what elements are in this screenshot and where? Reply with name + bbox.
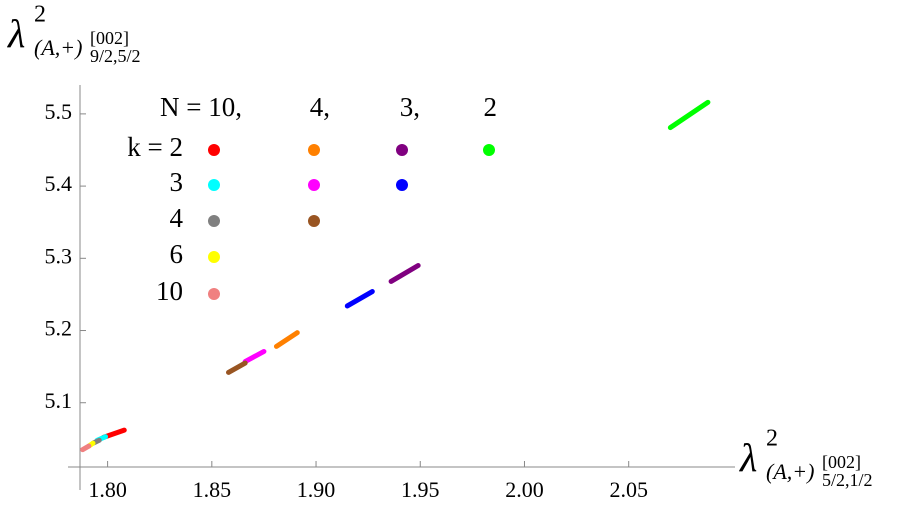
legend-marker bbox=[308, 144, 320, 156]
axis-label-sup: 2 bbox=[34, 2, 46, 28]
line-segment bbox=[80, 443, 92, 453]
axis-label-subsup: [002] bbox=[822, 452, 861, 472]
axis-label-subsub: 5/2,1/2 bbox=[822, 470, 873, 490]
legend-marker bbox=[483, 144, 495, 156]
axis-label-sup: 2 bbox=[766, 426, 778, 452]
axis-label-base: λ bbox=[7, 11, 25, 56]
axis-label-sub: (A,+) bbox=[34, 35, 82, 60]
line-segment bbox=[273, 330, 300, 349]
legend-marker bbox=[208, 144, 220, 156]
legend-row-label: 4 bbox=[170, 203, 184, 233]
x-tick-label: 1.80 bbox=[88, 477, 127, 502]
y-tick-label: 5.2 bbox=[45, 316, 73, 341]
axis-label-subsub: 9/2,5/2 bbox=[90, 46, 141, 66]
x-tick-label: 2.05 bbox=[609, 477, 648, 502]
axis-label-subsup: [002] bbox=[90, 28, 129, 48]
legend-row-label: k = 2 bbox=[127, 132, 183, 162]
axis-label-sub: (A,+) bbox=[766, 459, 814, 484]
line-segment bbox=[667, 99, 711, 131]
line-segment bbox=[344, 289, 375, 309]
legend-row-label: 10 bbox=[156, 276, 183, 306]
axis-label-base: λ bbox=[739, 435, 757, 480]
legend-column-label: 2 bbox=[484, 92, 498, 122]
legend-marker bbox=[208, 179, 220, 191]
x-tick-label: 1.90 bbox=[297, 477, 336, 502]
legend-marker bbox=[396, 179, 408, 191]
line-segment bbox=[242, 348, 267, 365]
legend-marker bbox=[308, 215, 320, 227]
legend-marker bbox=[208, 215, 220, 227]
y-tick-label: 5.3 bbox=[45, 243, 73, 268]
y-tick-label: 5.4 bbox=[45, 171, 73, 196]
legend-marker bbox=[396, 144, 408, 156]
x-tick-label: 1.95 bbox=[401, 477, 440, 502]
legend-marker bbox=[208, 251, 220, 263]
legend-marker bbox=[308, 179, 320, 191]
legend-row-label: 6 bbox=[170, 239, 184, 269]
legend-column-label: 4, bbox=[310, 92, 330, 122]
legend-row-label: 3 bbox=[170, 167, 184, 197]
legend-marker bbox=[208, 288, 220, 300]
x-tick-label: 2.00 bbox=[505, 477, 544, 502]
legend-column-label: 3, bbox=[400, 92, 420, 122]
line-segment bbox=[388, 263, 421, 284]
y-tick-label: 5.5 bbox=[45, 99, 73, 124]
legend-column-label: N = 10, bbox=[160, 92, 242, 122]
line-segment bbox=[225, 360, 248, 375]
x-tick-label: 1.85 bbox=[193, 477, 232, 502]
y-tick-label: 5.1 bbox=[45, 388, 73, 413]
